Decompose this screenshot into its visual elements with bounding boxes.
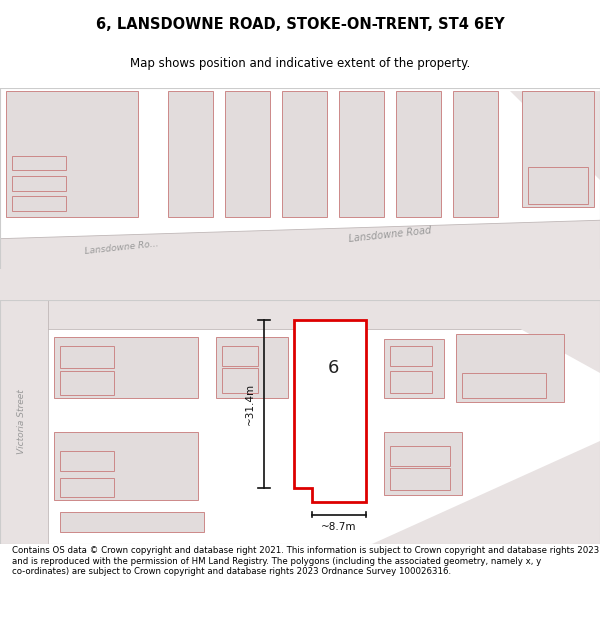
Bar — [222, 346, 258, 366]
Bar — [12, 156, 66, 171]
Bar — [168, 91, 213, 217]
Bar — [390, 346, 432, 366]
Bar — [216, 336, 288, 398]
Bar — [384, 432, 462, 495]
Text: Contains OS data © Crown copyright and database right 2021. This information is : Contains OS data © Crown copyright and d… — [12, 546, 599, 576]
Bar — [6, 91, 138, 217]
Bar — [522, 91, 594, 208]
Bar — [60, 451, 114, 471]
Polygon shape — [0, 220, 600, 272]
Bar — [282, 91, 327, 217]
Bar — [54, 336, 198, 398]
Bar — [339, 91, 384, 217]
Polygon shape — [510, 91, 600, 180]
Bar — [390, 446, 450, 466]
Polygon shape — [294, 319, 366, 502]
Polygon shape — [468, 300, 600, 373]
Polygon shape — [372, 441, 600, 544]
Bar — [462, 373, 546, 398]
Text: ~31.4m: ~31.4m — [245, 382, 255, 424]
Bar — [528, 167, 588, 204]
Bar — [456, 334, 564, 402]
Bar — [12, 176, 66, 191]
Polygon shape — [0, 300, 600, 329]
Text: Lansdowne Road: Lansdowne Road — [348, 226, 432, 244]
Bar — [225, 91, 270, 217]
Bar — [12, 196, 66, 211]
Bar — [384, 339, 444, 398]
Text: ~8.7m: ~8.7m — [321, 522, 357, 532]
Bar — [60, 512, 204, 531]
Bar — [54, 432, 198, 500]
Text: Victoria Street: Victoria Street — [17, 389, 25, 454]
Bar — [60, 346, 114, 368]
Bar — [60, 371, 114, 395]
Bar — [0, 300, 48, 544]
Bar — [390, 468, 450, 490]
Bar — [60, 478, 114, 498]
Bar — [222, 368, 258, 392]
Text: 6: 6 — [328, 359, 338, 378]
Bar — [396, 91, 441, 217]
Text: 6, LANSDOWNE ROAD, STOKE-ON-TRENT, ST4 6EY: 6, LANSDOWNE ROAD, STOKE-ON-TRENT, ST4 6… — [95, 17, 505, 32]
Text: Map shows position and indicative extent of the property.: Map shows position and indicative extent… — [130, 56, 470, 69]
Bar — [390, 371, 432, 392]
Bar — [453, 91, 498, 217]
Text: Lansdowne Ro...: Lansdowne Ro... — [84, 239, 158, 256]
